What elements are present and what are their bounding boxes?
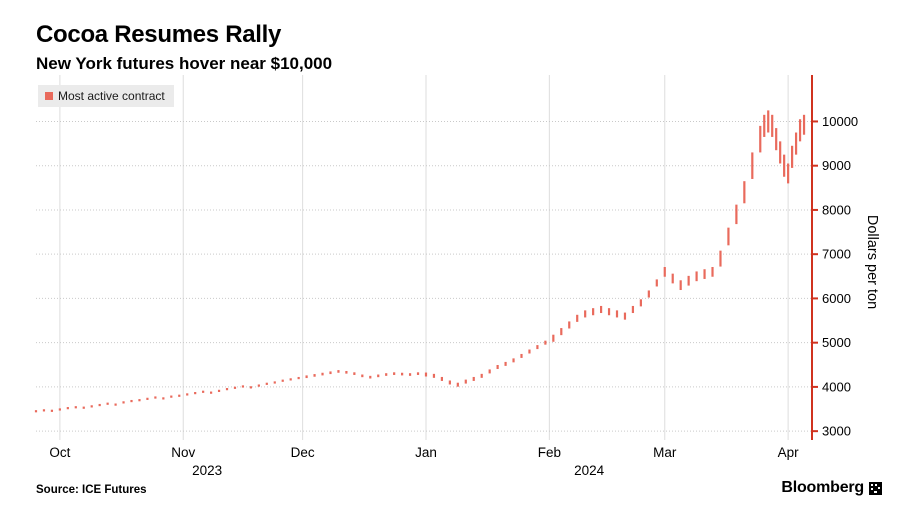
bloomberg-mark-icon — [869, 481, 882, 495]
svg-text:Dec: Dec — [291, 445, 315, 460]
y-axis-label: Dollars per ton — [864, 214, 880, 310]
svg-text:Feb: Feb — [538, 445, 561, 460]
bloomberg-logo-text: Bloomberg — [781, 479, 864, 496]
svg-text:Mar: Mar — [653, 445, 677, 460]
svg-text:Jan: Jan — [415, 445, 437, 460]
legend: Most active contract — [38, 85, 174, 107]
svg-text:2023: 2023 — [192, 463, 222, 478]
bloomberg-logo: Bloomberg — [781, 479, 882, 497]
svg-text:4000: 4000 — [822, 379, 851, 394]
svg-text:Nov: Nov — [171, 445, 195, 460]
svg-text:7000: 7000 — [822, 247, 851, 262]
page-title: Cocoa Resumes Rally — [36, 21, 282, 48]
svg-text:3000: 3000 — [822, 424, 851, 439]
page-subtitle: New York futures hover near $10,000 — [36, 54, 333, 73]
svg-text:6000: 6000 — [822, 291, 851, 306]
svg-text:9000: 9000 — [822, 158, 851, 173]
svg-text:Apr: Apr — [778, 445, 800, 460]
svg-text:Oct: Oct — [49, 445, 70, 460]
legend-label: Most active contract — [58, 89, 165, 103]
svg-text:2024: 2024 — [574, 463, 605, 478]
legend-swatch-icon — [45, 92, 53, 100]
svg-text:8000: 8000 — [822, 202, 851, 217]
svg-text:10000: 10000 — [822, 114, 858, 129]
svg-text:5000: 5000 — [822, 335, 851, 350]
source-note: Source: ICE Futures — [36, 484, 147, 496]
